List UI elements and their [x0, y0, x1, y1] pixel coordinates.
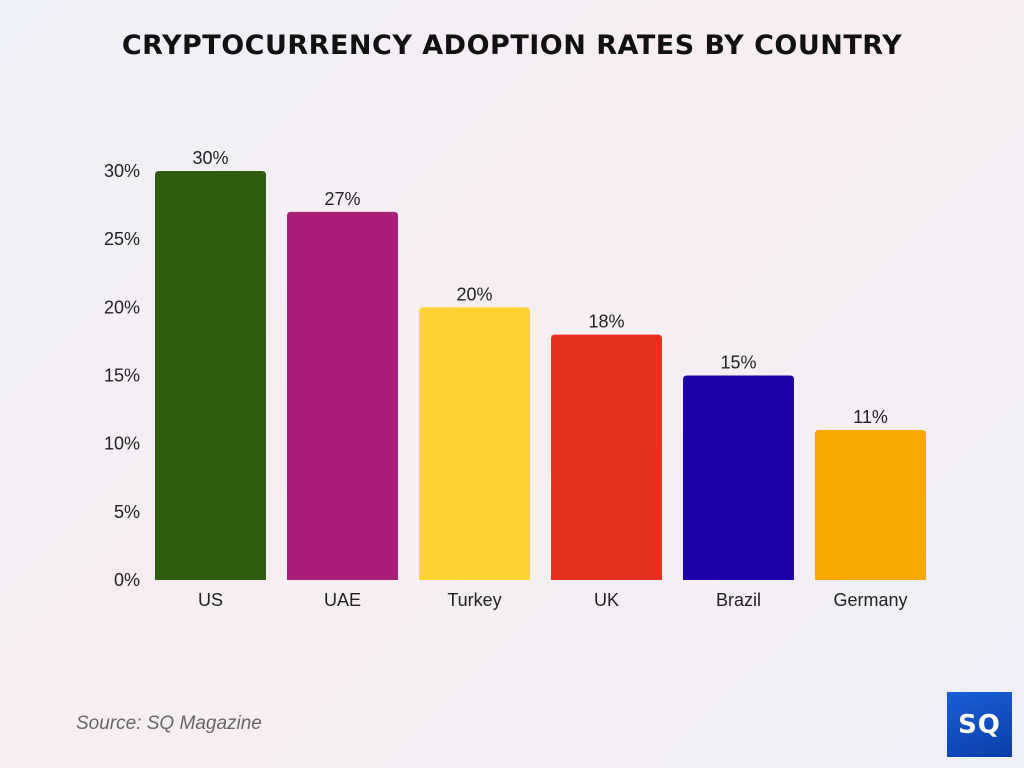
data-label: 18%: [588, 312, 624, 332]
logo-text: SQ: [958, 709, 1001, 740]
data-label: 11%: [853, 407, 888, 427]
y-tick-label: 20%: [104, 297, 140, 317]
data-label: 30%: [192, 148, 228, 168]
y-tick-label: 10%: [104, 434, 140, 454]
y-tick-label: 30%: [104, 161, 140, 181]
x-tick-label: Germany: [833, 590, 907, 610]
data-label: 27%: [324, 189, 360, 209]
bar-brazil: [683, 375, 794, 580]
bar-uae: [287, 211, 398, 580]
data-label: 20%: [456, 284, 492, 304]
y-tick-label: 15%: [104, 366, 140, 386]
y-tick-label: 25%: [104, 229, 140, 249]
bar-us: [155, 171, 266, 580]
y-tick-label: 5%: [114, 502, 140, 522]
y-tick-label: 0%: [114, 570, 140, 590]
x-tick-label: UK: [594, 590, 619, 610]
bar-uk: [551, 334, 662, 580]
bar-germany: [815, 430, 926, 580]
chart-title: CRYPTOCURRENCY ADOPTION RATES BY COUNTRY: [121, 30, 903, 61]
x-tick-label: Turkey: [447, 590, 501, 610]
bar-turkey: [419, 307, 530, 580]
data-label: 15%: [720, 353, 756, 373]
x-tick-label: UAE: [324, 590, 361, 610]
source-note: Source: SQ Magazine: [76, 713, 262, 734]
x-tick-label: Brazil: [716, 590, 761, 610]
sq-logo: SQ: [947, 692, 1012, 757]
x-tick-label: US: [198, 590, 223, 610]
